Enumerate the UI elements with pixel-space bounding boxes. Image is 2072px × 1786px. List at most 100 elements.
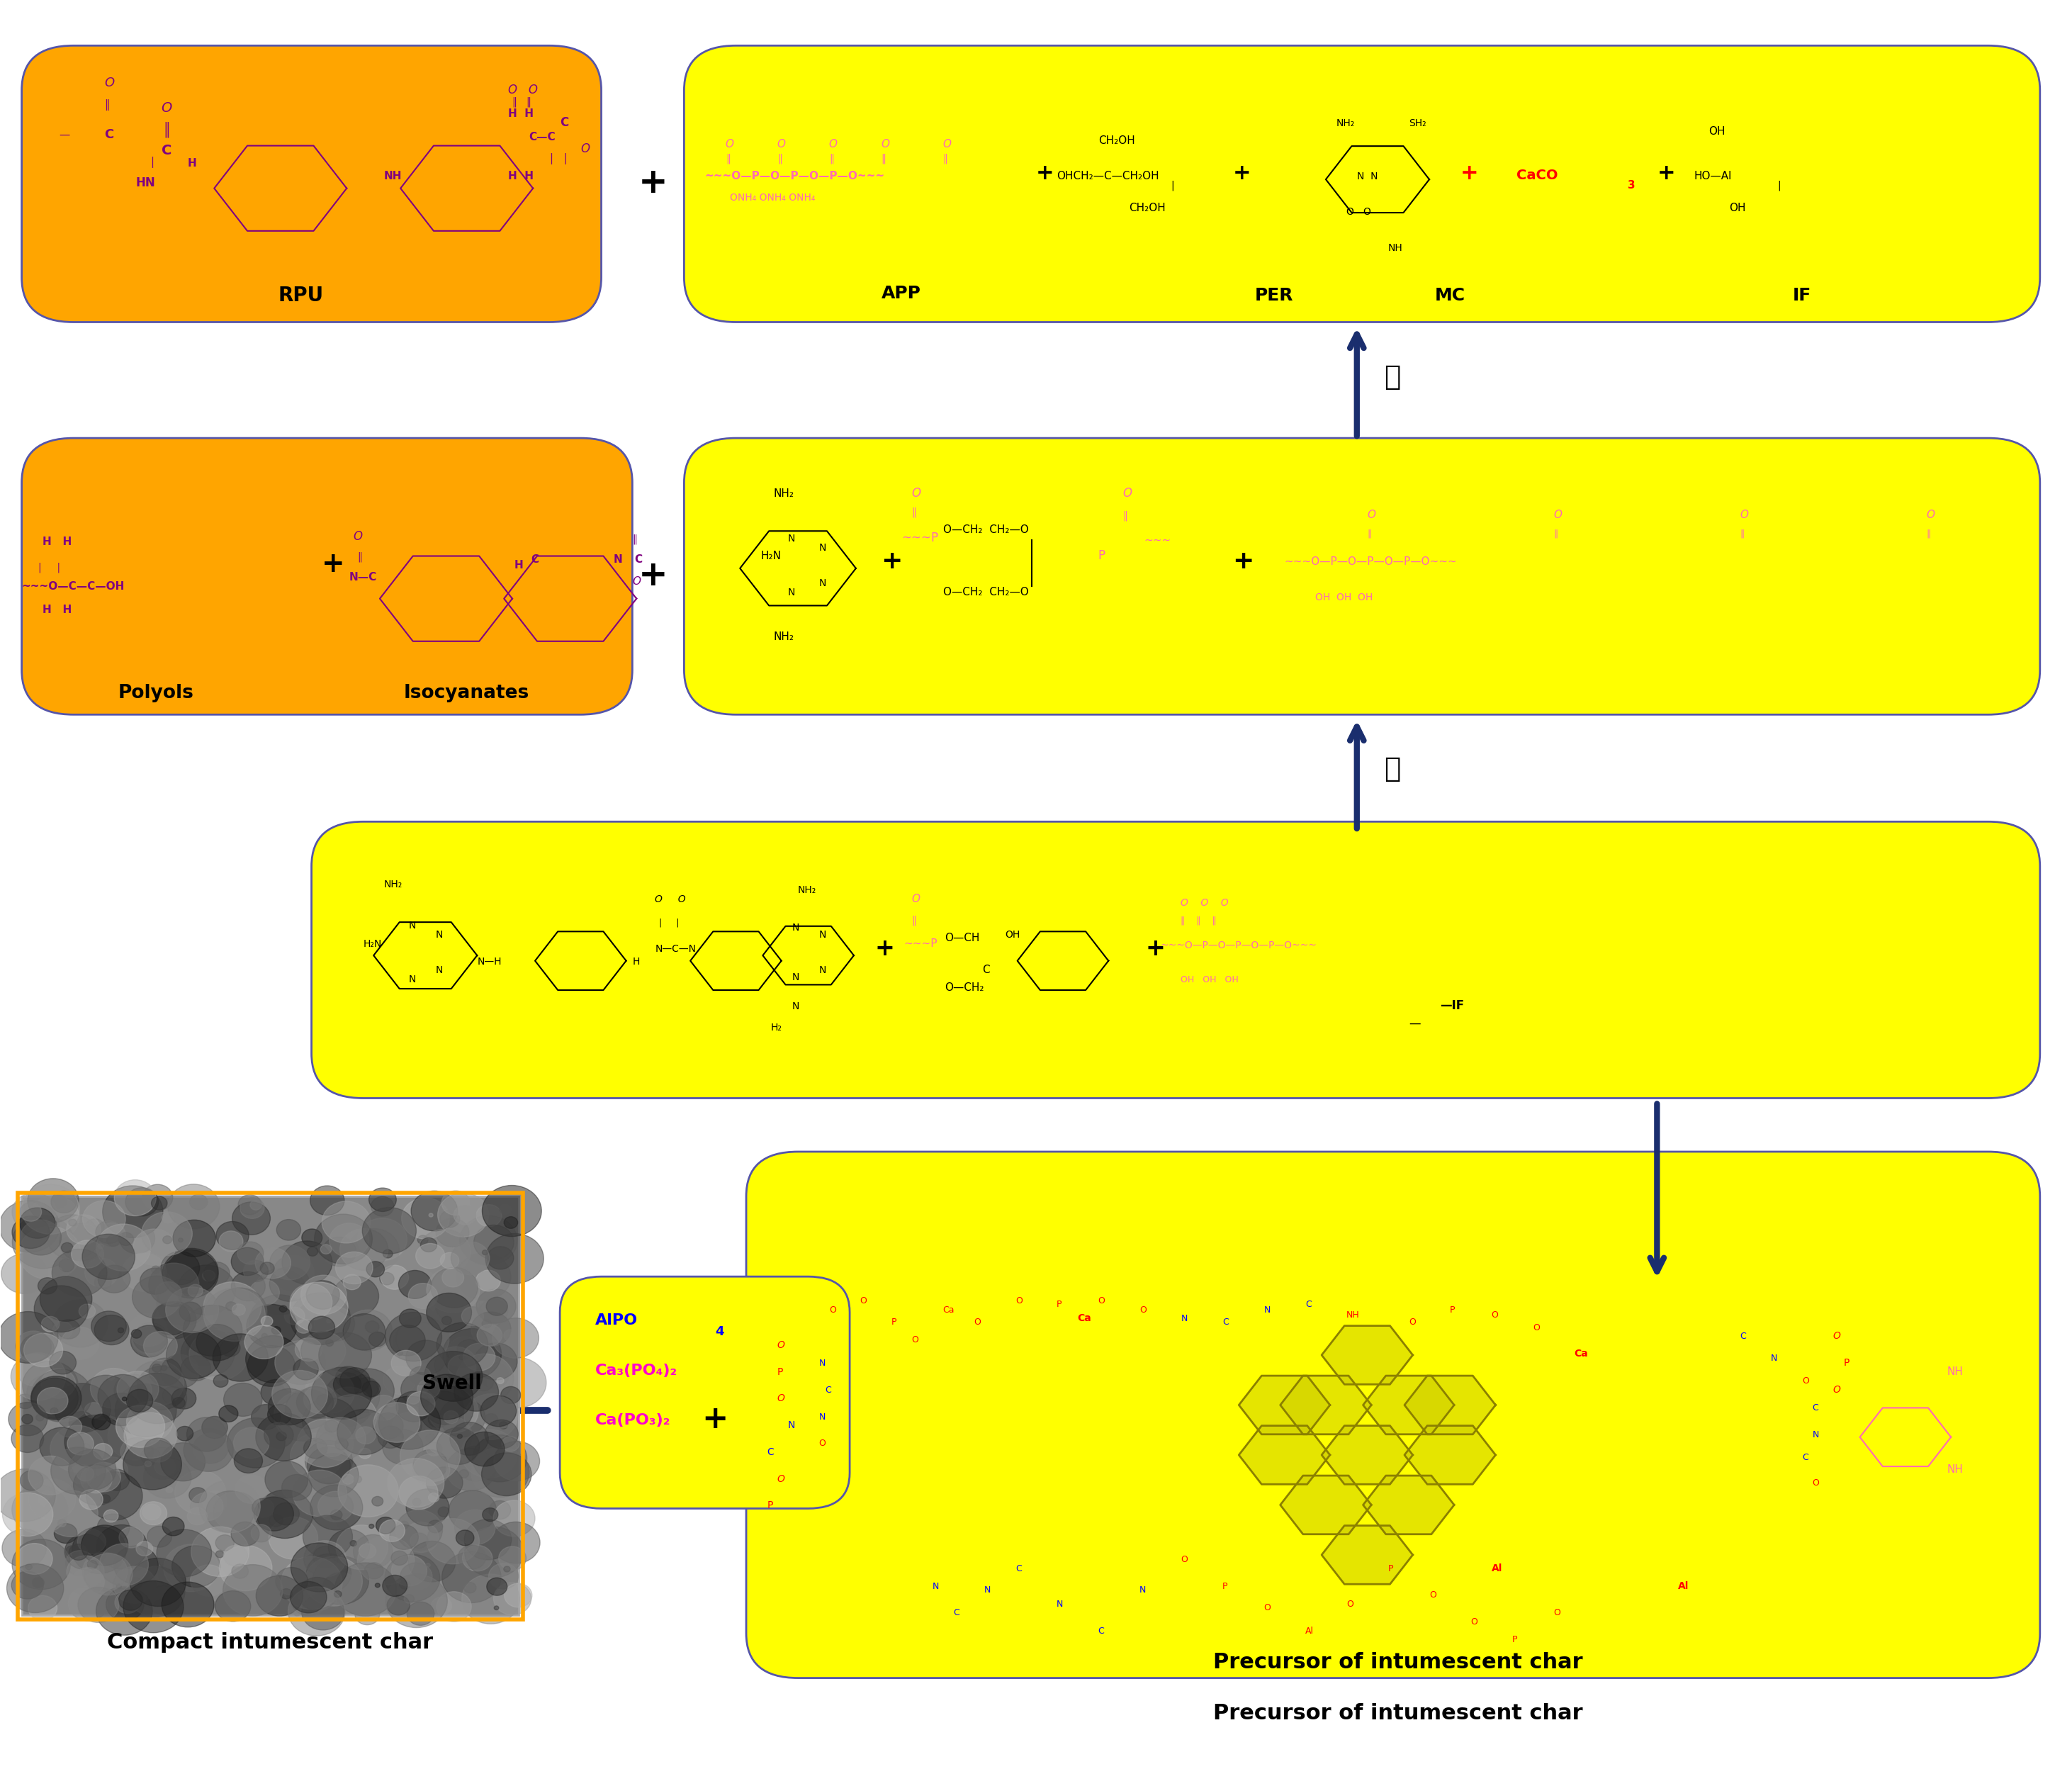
Circle shape <box>472 1434 526 1482</box>
Circle shape <box>180 1356 211 1381</box>
Circle shape <box>234 1427 269 1459</box>
Text: ‖: ‖ <box>104 100 110 111</box>
Text: O: O <box>580 143 591 155</box>
Circle shape <box>464 1582 477 1593</box>
Circle shape <box>23 1415 33 1423</box>
Circle shape <box>290 1432 344 1479</box>
Circle shape <box>460 1216 518 1264</box>
Circle shape <box>460 1470 468 1479</box>
Circle shape <box>166 1486 172 1493</box>
Circle shape <box>17 1543 52 1575</box>
Circle shape <box>131 1557 186 1606</box>
Circle shape <box>456 1254 512 1300</box>
Text: CaCO: CaCO <box>1517 168 1558 182</box>
Circle shape <box>41 1368 75 1398</box>
Circle shape <box>106 1470 128 1491</box>
Circle shape <box>147 1586 180 1615</box>
Circle shape <box>429 1493 439 1502</box>
Circle shape <box>383 1575 408 1597</box>
Circle shape <box>460 1356 464 1359</box>
Text: O   O: O O <box>1347 207 1372 218</box>
Circle shape <box>162 1354 199 1388</box>
Circle shape <box>425 1434 435 1441</box>
Circle shape <box>238 1195 261 1214</box>
Text: O—CH₂: O—CH₂ <box>945 982 984 993</box>
Text: O: O <box>1409 1318 1415 1327</box>
Text: O: O <box>829 1306 835 1314</box>
Circle shape <box>232 1522 259 1547</box>
Circle shape <box>429 1411 448 1427</box>
Circle shape <box>280 1590 292 1598</box>
Circle shape <box>143 1457 191 1498</box>
Circle shape <box>191 1565 226 1597</box>
Circle shape <box>251 1525 271 1541</box>
Text: N: N <box>408 922 416 931</box>
Circle shape <box>151 1365 162 1372</box>
Text: ‖: ‖ <box>1927 529 1931 538</box>
Circle shape <box>470 1447 528 1497</box>
Circle shape <box>37 1388 68 1415</box>
Text: NH: NH <box>383 171 402 182</box>
Circle shape <box>474 1343 518 1381</box>
Circle shape <box>489 1500 510 1520</box>
Circle shape <box>321 1245 332 1254</box>
Circle shape <box>462 1307 483 1325</box>
Circle shape <box>406 1602 435 1625</box>
Circle shape <box>464 1432 506 1466</box>
Circle shape <box>97 1223 126 1247</box>
Circle shape <box>182 1306 242 1356</box>
Text: O: O <box>1834 1331 1840 1341</box>
Circle shape <box>244 1325 284 1359</box>
Circle shape <box>215 1591 251 1622</box>
Circle shape <box>425 1352 483 1402</box>
Circle shape <box>95 1586 153 1636</box>
Text: ‖    ‖    ‖: ‖ ‖ ‖ <box>1181 916 1216 925</box>
Circle shape <box>97 1264 131 1293</box>
Circle shape <box>371 1197 394 1216</box>
Circle shape <box>503 1584 533 1607</box>
Polygon shape <box>1363 1375 1455 1434</box>
Circle shape <box>400 1522 408 1529</box>
Circle shape <box>334 1373 361 1397</box>
Circle shape <box>73 1527 126 1573</box>
Circle shape <box>149 1357 180 1386</box>
Circle shape <box>344 1314 385 1350</box>
Circle shape <box>387 1400 396 1407</box>
Circle shape <box>396 1316 450 1363</box>
Circle shape <box>298 1577 336 1611</box>
Text: O: O <box>1554 509 1562 520</box>
Text: N: N <box>792 1002 800 1011</box>
Circle shape <box>224 1565 282 1616</box>
Circle shape <box>485 1234 543 1284</box>
Text: NH: NH <box>1948 1465 1962 1475</box>
Text: Ca: Ca <box>1077 1313 1092 1323</box>
Circle shape <box>334 1563 396 1616</box>
Circle shape <box>133 1275 182 1318</box>
Circle shape <box>12 1214 75 1268</box>
Circle shape <box>363 1207 416 1254</box>
Circle shape <box>21 1220 62 1256</box>
Text: |: | <box>1778 180 1780 191</box>
Text: N: N <box>984 1586 990 1595</box>
Circle shape <box>400 1431 460 1482</box>
Circle shape <box>232 1202 269 1234</box>
Circle shape <box>162 1443 205 1481</box>
Text: Swell: Swell <box>423 1373 483 1393</box>
Circle shape <box>358 1218 406 1261</box>
Circle shape <box>427 1466 462 1498</box>
Circle shape <box>10 1354 66 1400</box>
Circle shape <box>261 1263 274 1275</box>
Text: C: C <box>953 1609 959 1618</box>
Text: N: N <box>818 1413 825 1422</box>
Text: ‖: ‖ <box>881 154 885 164</box>
Circle shape <box>191 1493 224 1522</box>
Circle shape <box>234 1475 267 1504</box>
Circle shape <box>294 1338 321 1361</box>
Text: O—CH₂  CH₂—O: O—CH₂ CH₂—O <box>943 586 1028 597</box>
Circle shape <box>400 1581 410 1590</box>
Circle shape <box>232 1272 265 1300</box>
Circle shape <box>456 1340 481 1361</box>
Circle shape <box>87 1472 143 1520</box>
Text: |: | <box>1171 180 1175 191</box>
Circle shape <box>269 1245 311 1281</box>
